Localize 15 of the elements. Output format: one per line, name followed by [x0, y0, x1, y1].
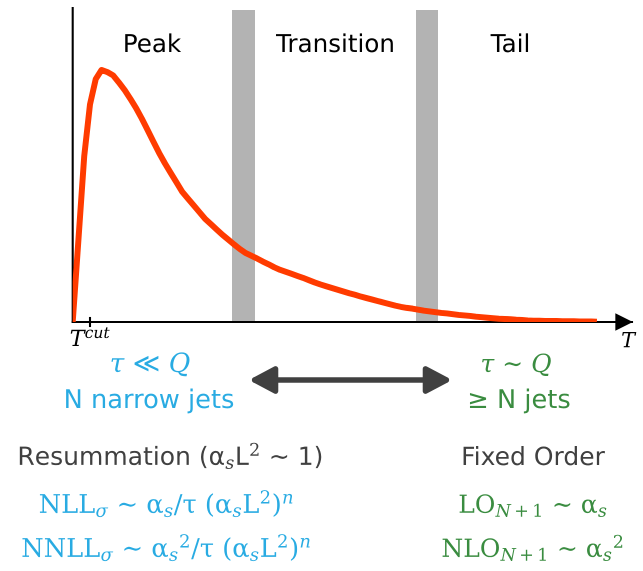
text: NLO$_{N+1}$ ∼ α$_{s}$$^{2}$: [442, 534, 622, 561]
text: N narrow jets: [66, 388, 234, 414]
text: ≥ N jets: [470, 388, 570, 414]
text: Peak: [125, 33, 182, 52]
text: Resummation (α$_{s}$L$^{2}$ ∼ 1): [20, 442, 322, 469]
text: NNLL$_{σ}$ ∼ α$_{s}$$^{2}$/τ (α$_{s}$L$^{2}$)$^{n}$: [22, 534, 310, 562]
text: NLL$_{σ}$ ∼ α$_{s}$/τ (α$_{s}$L$^{2}$)$^{n}$: [40, 490, 292, 518]
text: τ ∼ Q: [482, 353, 551, 376]
text: T$^{cut}$: [70, 327, 110, 346]
text: τ ≪ Q: [111, 352, 190, 376]
text: Transition: [276, 33, 393, 52]
text: Fixed Order: [464, 446, 605, 466]
x-axis-title: T: [622, 332, 636, 348]
text: Tail: [490, 33, 528, 52]
text: LO$_{N+1}$ ∼ α$_{s}$: [460, 494, 606, 517]
